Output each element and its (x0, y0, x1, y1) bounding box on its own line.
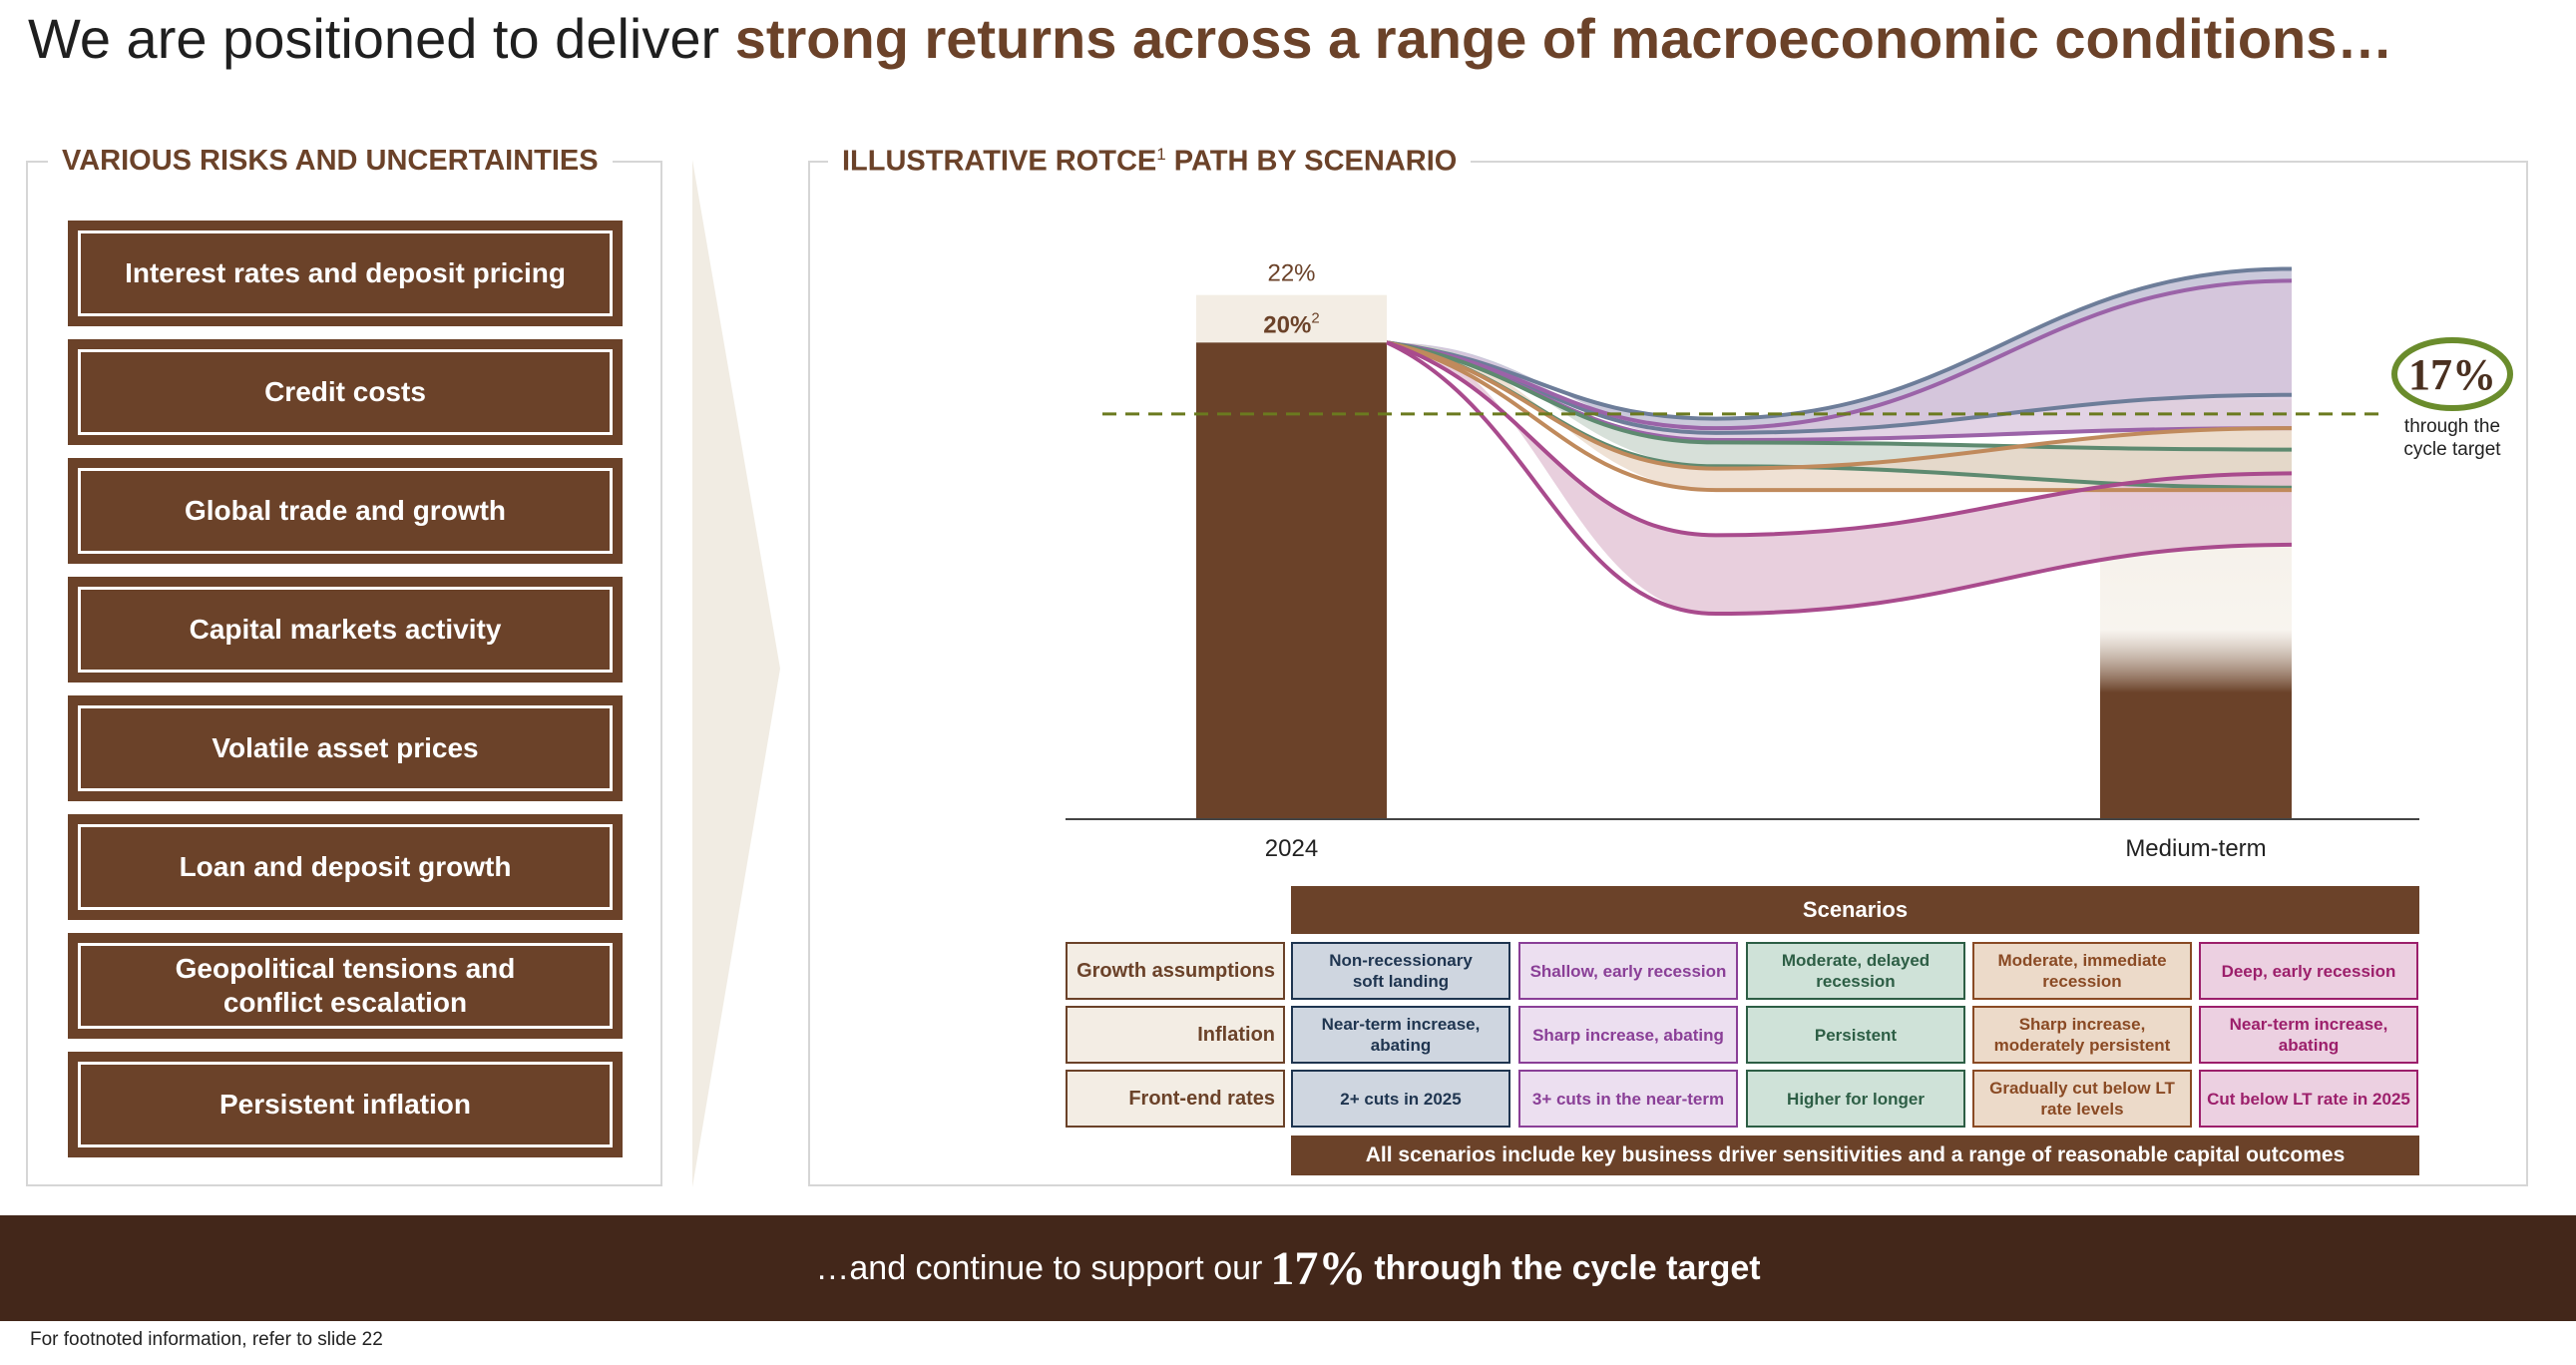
scenario-line-high (1386, 278, 2293, 431)
scenario-cell: Moderate, immediate recession (1972, 942, 2192, 1000)
conclusion-post: through the cycle target (1374, 1248, 1761, 1287)
scenario-cell: Non-recessionary soft landing (1291, 942, 1510, 1000)
scenario-cell: 3+ cuts in the near-term (1518, 1070, 1738, 1128)
scenario-line-high (1386, 340, 2293, 452)
scenario-cell: Cut below LT rate in 2025 (2199, 1070, 2418, 1128)
scenario-line-high (1386, 340, 2293, 538)
title-plain: We are positioned to deliver (28, 7, 735, 70)
row-label-rates: Front-end rates (1066, 1070, 1285, 1128)
scenario-line-high (1386, 340, 2293, 471)
scenario-cell: Sharp increase, moderately persistent (1972, 1006, 2192, 1064)
page-title: We are positioned to deliver strong retu… (28, 6, 2392, 71)
scenarios-header: Scenarios (1291, 886, 2419, 934)
risk-item-label: Loan and deposit growth (78, 824, 613, 910)
rotce-panel: ILLUSTRATIVE ROTCE1 PATH BY SCENARIO (808, 145, 2528, 1186)
row-label-growth: Growth assumptions (1066, 942, 1285, 1000)
scenario-cell: Persistent (1746, 1006, 1965, 1064)
rotce-panel-title: ILLUSTRATIVE ROTCE1 PATH BY SCENARIO (828, 145, 1472, 179)
scenario-cell: Deep, early recession (2199, 942, 2418, 1000)
scenario-line-high (1386, 266, 2293, 421)
conclusion-pre: …and continue to support our (815, 1248, 1263, 1287)
rotce-title-main: ILLUSTRATIVE ROTCE (842, 145, 1157, 178)
risks-panel-title: VARIOUS RISKS AND UNCERTAINTIES (48, 145, 613, 178)
scenario-cell: Near-term increase, abating (2199, 1006, 2418, 1064)
title-highlight: strong returns across a range of macroec… (734, 7, 2393, 70)
scenario-bands (1386, 266, 2293, 617)
risk-item-label: Global trade and growth (78, 468, 613, 554)
scenario-line-low (1386, 340, 2292, 493)
scenario-cell: Higher for longer (1746, 1070, 1965, 1128)
conclusion-band: …and continue to support our 17% through… (0, 1215, 2576, 1321)
bar-2024-range-label: 22% (1267, 260, 1315, 287)
risk-item: Interest rates and deposit pricing (68, 221, 623, 326)
conclusion-target: 17% (1270, 1241, 1367, 1295)
risk-item: Loan and deposit growth (68, 814, 623, 920)
scenario-cell: Sharp increase, abating (1518, 1006, 1738, 1064)
rotce-chart: 22% 20%2 2024 Medium-term (1066, 260, 2419, 862)
risk-item-label: Geopolitical tensions and conflict escal… (78, 943, 613, 1029)
chevron-arrow-icon (692, 160, 780, 1187)
rotce-title-footnote: 1 (1156, 145, 1166, 164)
x-tick-label: 2024 (1265, 835, 1318, 862)
risk-item: Geopolitical tensions and conflict escal… (68, 933, 623, 1039)
bar-2024 (1196, 342, 1387, 818)
scenario-band (1387, 342, 2292, 615)
scenario-line-low (1386, 340, 2293, 617)
bar-2024-value-label: 20%2 (1263, 309, 1319, 338)
risk-item-label: Persistent inflation (78, 1062, 613, 1147)
risk-item-label: Interest rates and deposit pricing (78, 230, 613, 316)
scenarios-footer: All scenarios include key business drive… (1291, 1136, 2419, 1175)
target-badge: 17% (2390, 335, 2514, 413)
risks-panel: VARIOUS RISKS AND UNCERTAINTIES Interest… (26, 145, 662, 1186)
rotce-title-tail: PATH BY SCENARIO (1165, 145, 1458, 178)
risk-item: Global trade and growth (68, 458, 623, 564)
risk-item: Volatile asset prices (68, 695, 623, 801)
footnote: For footnoted information, refer to slid… (30, 1329, 383, 1350)
risk-item: Capital markets activity (68, 577, 623, 682)
scenario-cell: Shallow, early recession (1518, 942, 1738, 1000)
risk-item-label: Capital markets activity (78, 587, 613, 673)
scenario-band (1387, 280, 2292, 441)
scenario-cell: Gradually cut below LT rate levels (1972, 1070, 2192, 1128)
risk-item: Credit costs (68, 339, 623, 445)
target-ring-icon (2391, 337, 2513, 411)
risk-item-label: Volatile asset prices (78, 705, 613, 791)
risk-item-label: Credit costs (78, 349, 613, 435)
x-tick-label: Medium-term (2125, 835, 2266, 862)
target-caption: through the cycle target (2403, 416, 2501, 460)
risk-item: Persistent inflation (68, 1052, 623, 1157)
target-value: 17% (2408, 349, 2496, 399)
scenario-band (1387, 342, 2292, 491)
scenario-cell: Near-term increase, abating (1291, 1006, 1510, 1064)
scenario-cell: 2+ cuts in 2025 (1291, 1070, 1510, 1128)
bar-2024-range (1196, 294, 1387, 343)
scenario-cell: Moderate, delayed recession (1746, 942, 1965, 1000)
row-label-inflation: Inflation (1066, 1006, 1285, 1064)
